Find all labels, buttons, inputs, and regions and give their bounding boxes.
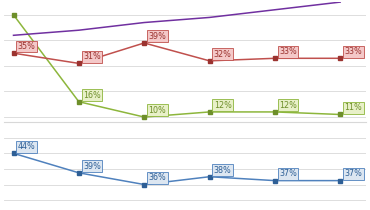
Text: 35%: 35% <box>18 42 36 51</box>
Text: 10%: 10% <box>148 106 166 115</box>
Text: 39%: 39% <box>83 162 101 171</box>
Text: 38%: 38% <box>213 165 231 175</box>
Text: 32%: 32% <box>213 50 232 59</box>
Text: 33%: 33% <box>344 47 362 56</box>
Text: 12%: 12% <box>213 101 232 110</box>
Text: 31%: 31% <box>83 52 101 61</box>
Text: 11%: 11% <box>344 103 362 112</box>
Text: 36%: 36% <box>148 173 166 182</box>
Text: 33%: 33% <box>279 47 297 56</box>
Text: 12%: 12% <box>279 101 297 110</box>
Text: 44%: 44% <box>18 142 36 151</box>
Text: 37%: 37% <box>344 169 362 178</box>
Text: 39%: 39% <box>148 32 166 41</box>
Text: 37%: 37% <box>279 169 297 178</box>
Text: 16%: 16% <box>83 91 101 100</box>
